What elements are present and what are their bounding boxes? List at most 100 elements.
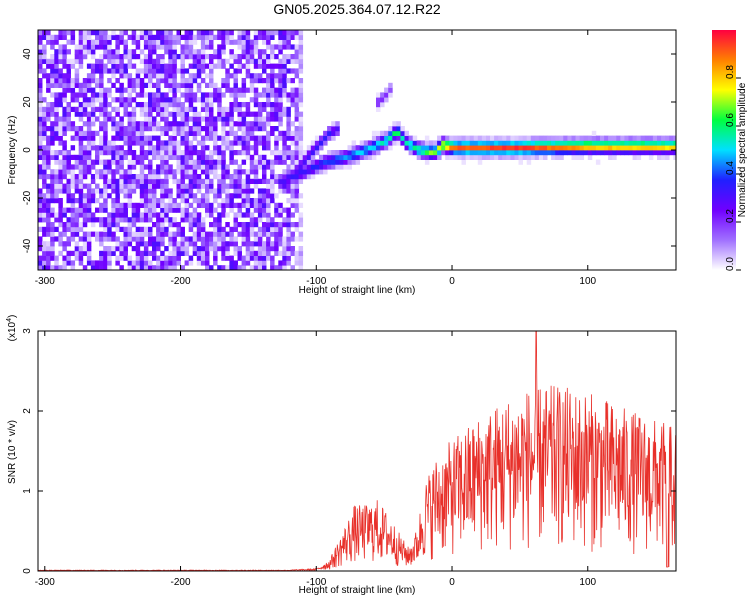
spectrogram-cell [127,102,133,108]
spectrogram-cell [50,154,55,160]
spectrogram-cell [82,207,88,213]
spectrogram-cell [266,193,271,199]
spectrogram-cell [66,126,71,132]
spectrogram-cell [58,231,63,237]
spectrogram-cell [90,198,96,204]
spectrogram-cell [579,140,585,146]
spectrogram-cell [107,140,112,146]
spectrogram-cell [184,30,190,36]
spectrogram-cell [253,140,259,146]
spectrogram-cell [343,150,348,156]
spectrogram-y-axis-label: Frequency (Hz) [7,116,18,185]
spectrogram-cell [290,212,295,218]
spectrogram-cell [164,178,169,184]
spectrogram-cell [245,34,251,40]
spectrogram-cell [200,202,206,208]
spectrogram-cell [111,250,116,256]
spectrogram-cell [286,34,291,40]
spectrogram-cell [184,39,190,45]
spectrogram-cell [335,154,340,160]
spectrogram-cell [294,178,300,184]
spectrogram-cell [257,30,263,36]
spectrogram-cell [437,135,442,141]
spectrogram-cell [502,154,507,160]
spectrogram-cell [205,97,210,103]
spectrogram-cell [86,193,92,199]
spectrogram-cell [323,140,328,146]
spectrogram-cell [188,178,194,184]
spectrogram-cell [469,145,475,151]
spectrogram-cell [192,73,198,79]
spectrogram-cell [233,39,238,45]
spectrogram-cell [86,78,92,84]
spectrogram-cell [180,169,185,175]
spectrogram-cell [90,68,96,74]
spectrogram-cell [164,34,169,40]
spectrogram-cell [274,97,279,103]
spectrogram-cell [38,87,43,93]
colorbar-tick-label: 0.6 [725,113,736,127]
spectrogram-cell [298,222,304,228]
spectrogram-cell [103,255,108,261]
spectrogram-cell [225,82,230,88]
spectrogram-cell [665,154,670,160]
spectrogram-cell [314,159,320,165]
spectrogram-cell [103,30,108,36]
spectrogram-cell [257,63,263,69]
spectrogram-cell [111,150,116,156]
spectrogram-cell [579,145,585,151]
spectrogram-cell [331,126,336,132]
spectrogram-cell [86,126,92,132]
spectrogram-cell [526,140,532,146]
spectrogram-cell [604,140,609,146]
spectrogram-cell [74,226,80,232]
spectrogram-cell [131,212,137,218]
spectrogram-cell [135,130,141,136]
spectrogram-cell [127,145,133,151]
spectrogram-cell [294,68,300,74]
spectrogram-cell [412,150,418,156]
spectrogram-cell [168,198,173,204]
spectrogram-cell [245,30,251,36]
spectrogram-cell [257,58,263,64]
spectrogram-cell [241,188,247,194]
spectrogram-cell [233,92,238,98]
spectrogram-cell [38,246,43,252]
spectrogram-cell [188,241,194,247]
spectrogram-cell [111,73,116,79]
spectrogram-cell [164,150,169,156]
spectrogram-cell [148,159,153,165]
spectrogram-cell [180,92,185,98]
spectrogram-cell [156,97,161,103]
spectrogram-cell [262,78,267,84]
spectrogram-cell [99,121,104,127]
spectrogram-cell [62,92,67,98]
spectrogram-cell [176,255,181,261]
spectrogram-cell [270,260,275,266]
spectrogram-cell [270,87,275,93]
spectrogram-cell [70,106,76,112]
spectrogram-cell [245,250,251,256]
spectrogram-cell [86,145,92,151]
spectrogram-cell [408,140,414,146]
spectrogram-cell [290,58,295,64]
spectrogram-cell [184,34,190,40]
spectrogram-cell [437,150,442,156]
spectrogram-cell [367,145,373,151]
spectrogram-cell [111,126,116,132]
spectrogram-cell [188,34,194,40]
spectrogram-cell [217,246,222,252]
spectrogram-cell [66,73,71,79]
spectrogram-cell [624,150,629,156]
spectrogram-cell [253,260,259,266]
spectrogram-cell [139,111,145,117]
spectrogram-cell [221,106,226,112]
spectrogram-cell [196,198,202,204]
spectrogram-cell [123,246,128,252]
spectrogram-cell [278,135,283,141]
spectrogram-cell [278,202,283,208]
spectrogram-cell [563,135,568,141]
spectrogram-cell [74,106,80,112]
spectrogram-cell [38,207,43,213]
spectrogram-cell [278,78,283,84]
